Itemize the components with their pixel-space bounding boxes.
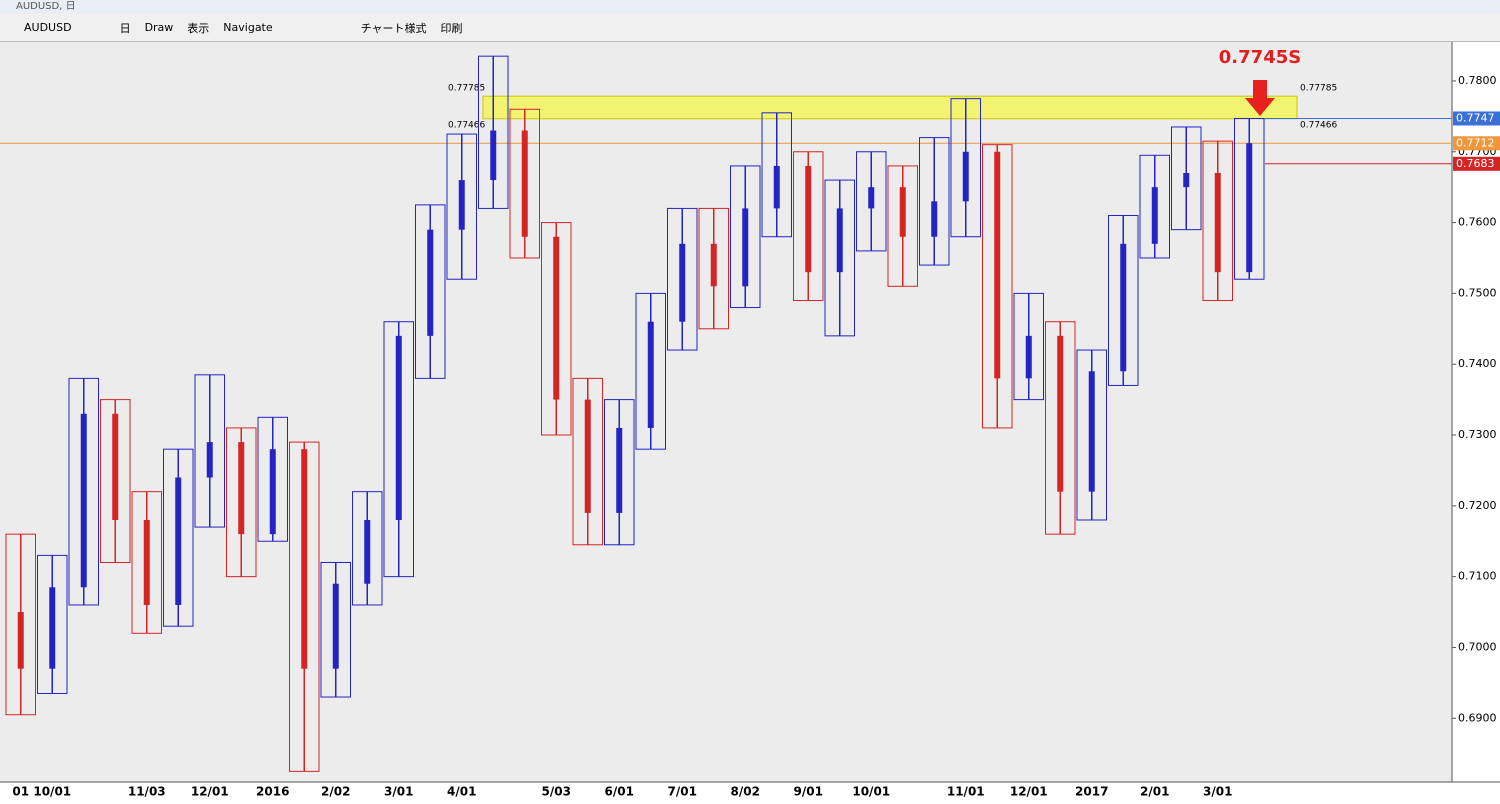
candle-body (143, 519, 150, 605)
candle-body (742, 208, 749, 287)
candle-body (868, 187, 875, 209)
y-tick-label: 0.7000 (1458, 640, 1497, 653)
price-tag (1453, 111, 1500, 126)
x-tick-label: 11/03 (128, 785, 166, 799)
chart: 0.77785 0.77466 0.77785 0.77466 0.6900 0.7000… (0, 42, 1500, 799)
candle-body (1183, 173, 1190, 188)
y-tick-label: 0.6900 (1458, 711, 1497, 724)
candle-body (1057, 335, 1064, 492)
candle-body (49, 587, 56, 669)
candle-body (1088, 371, 1095, 492)
x-tick-label: 3/01 (1203, 785, 1232, 799)
candle-body (238, 442, 245, 535)
candle-body (206, 442, 213, 478)
x-tick-label: 10/01 (852, 785, 890, 799)
y-tick-label: 0.7600 (1458, 216, 1497, 229)
zone-label: 0.77785 (1300, 84, 1337, 94)
title-bar: AUDUSD, 日 (0, 0, 1500, 14)
resistance-zone (482, 95, 1298, 120)
x-tick-label: 2016 (256, 785, 289, 799)
candle-body (1214, 173, 1221, 273)
x-tick-label: 12/01 (1010, 785, 1048, 799)
x-tick-label: 2017 (1075, 785, 1108, 799)
candle-body (269, 449, 276, 535)
candle-body (175, 477, 182, 605)
period-select[interactable]: 日 (119, 21, 131, 35)
x-tick-label: 2/01 (1140, 785, 1169, 799)
zone-label: 0.77466 (1300, 120, 1337, 130)
price-tag (1453, 136, 1500, 151)
price-tag-label: 0.7747 (1456, 111, 1495, 124)
x-tick-label: 6/01 (605, 785, 634, 799)
view-menu[interactable]: 表示 (187, 21, 210, 35)
candle-body (994, 151, 1001, 379)
x-tick-label: 4/01 (447, 785, 476, 799)
candle-body (427, 229, 434, 336)
y-tick-label: 0.7100 (1458, 570, 1497, 583)
candle-body (1120, 243, 1127, 372)
candle-body (332, 583, 339, 669)
x-tick-label: 7/01 (668, 785, 697, 799)
y-tick-label: 0.7800 (1458, 74, 1497, 87)
candle-body (80, 413, 87, 588)
print-menu[interactable]: 印刷 (440, 21, 463, 35)
toolbar: AUDUSD 日 Draw 表示 Navigate チャート様式 印刷 (0, 14, 1500, 42)
x-tick-label: 3/01 (384, 785, 413, 799)
candle-body (931, 201, 938, 237)
candle-body (773, 165, 780, 209)
x-tick-label: 2/02 (321, 785, 350, 799)
y-tick-label: 0.7400 (1458, 357, 1497, 370)
candle-body (836, 208, 843, 273)
candle-body (805, 165, 812, 273)
candle-body (395, 335, 402, 520)
x-tick-label: 12/01 (191, 785, 229, 799)
candle-body (553, 236, 560, 400)
candle-body (301, 449, 308, 669)
x-tick-label: 8/02 (731, 785, 760, 799)
y-tick-label: 0.7300 (1458, 428, 1497, 441)
draw-menu[interactable]: Draw (144, 21, 174, 34)
symbol-select[interactable]: AUDUSD (24, 21, 72, 34)
x-tick-label: 10/01 (33, 785, 71, 799)
candle-body (17, 612, 24, 669)
candle-body (112, 413, 119, 520)
zone-label: 0.77466 (448, 120, 485, 130)
candle-body (364, 519, 371, 584)
plot-area (0, 42, 1452, 782)
zone-label: 0.77785 (448, 84, 485, 94)
price-tag-label: 0.7712 (1456, 136, 1495, 149)
candle-body (1025, 335, 1032, 379)
candle-body (962, 151, 969, 202)
candle-body (521, 130, 528, 237)
x-tick-label: 9/01 (794, 785, 823, 799)
candle-body (679, 243, 686, 322)
candle-body (710, 243, 717, 287)
candle-body (458, 180, 465, 230)
candle-body (490, 130, 497, 181)
style-menu[interactable]: チャート様式 (360, 21, 427, 35)
candle-body (1246, 143, 1253, 273)
candle-body (1151, 187, 1158, 244)
window-title: AUDUSD, 日 (16, 1, 76, 12)
candle-body (899, 187, 906, 237)
navigate-menu[interactable]: Navigate (223, 21, 273, 34)
candle-body (616, 427, 623, 513)
annotation: 0.7745S (1219, 47, 1301, 68)
x-tick-label: 11/01 (947, 785, 985, 799)
price-tag (1453, 156, 1500, 171)
x-tick-label: 5/03 (542, 785, 571, 799)
candle-body (647, 321, 654, 428)
candle-body (584, 399, 591, 513)
price-tag-label: 0.7683 (1456, 157, 1495, 170)
y-tick-label: 0.7500 (1458, 286, 1497, 299)
arrow (1245, 80, 1275, 116)
y-tick-label: 0.7200 (1458, 499, 1497, 512)
x-tick-label: 01 (12, 785, 29, 799)
